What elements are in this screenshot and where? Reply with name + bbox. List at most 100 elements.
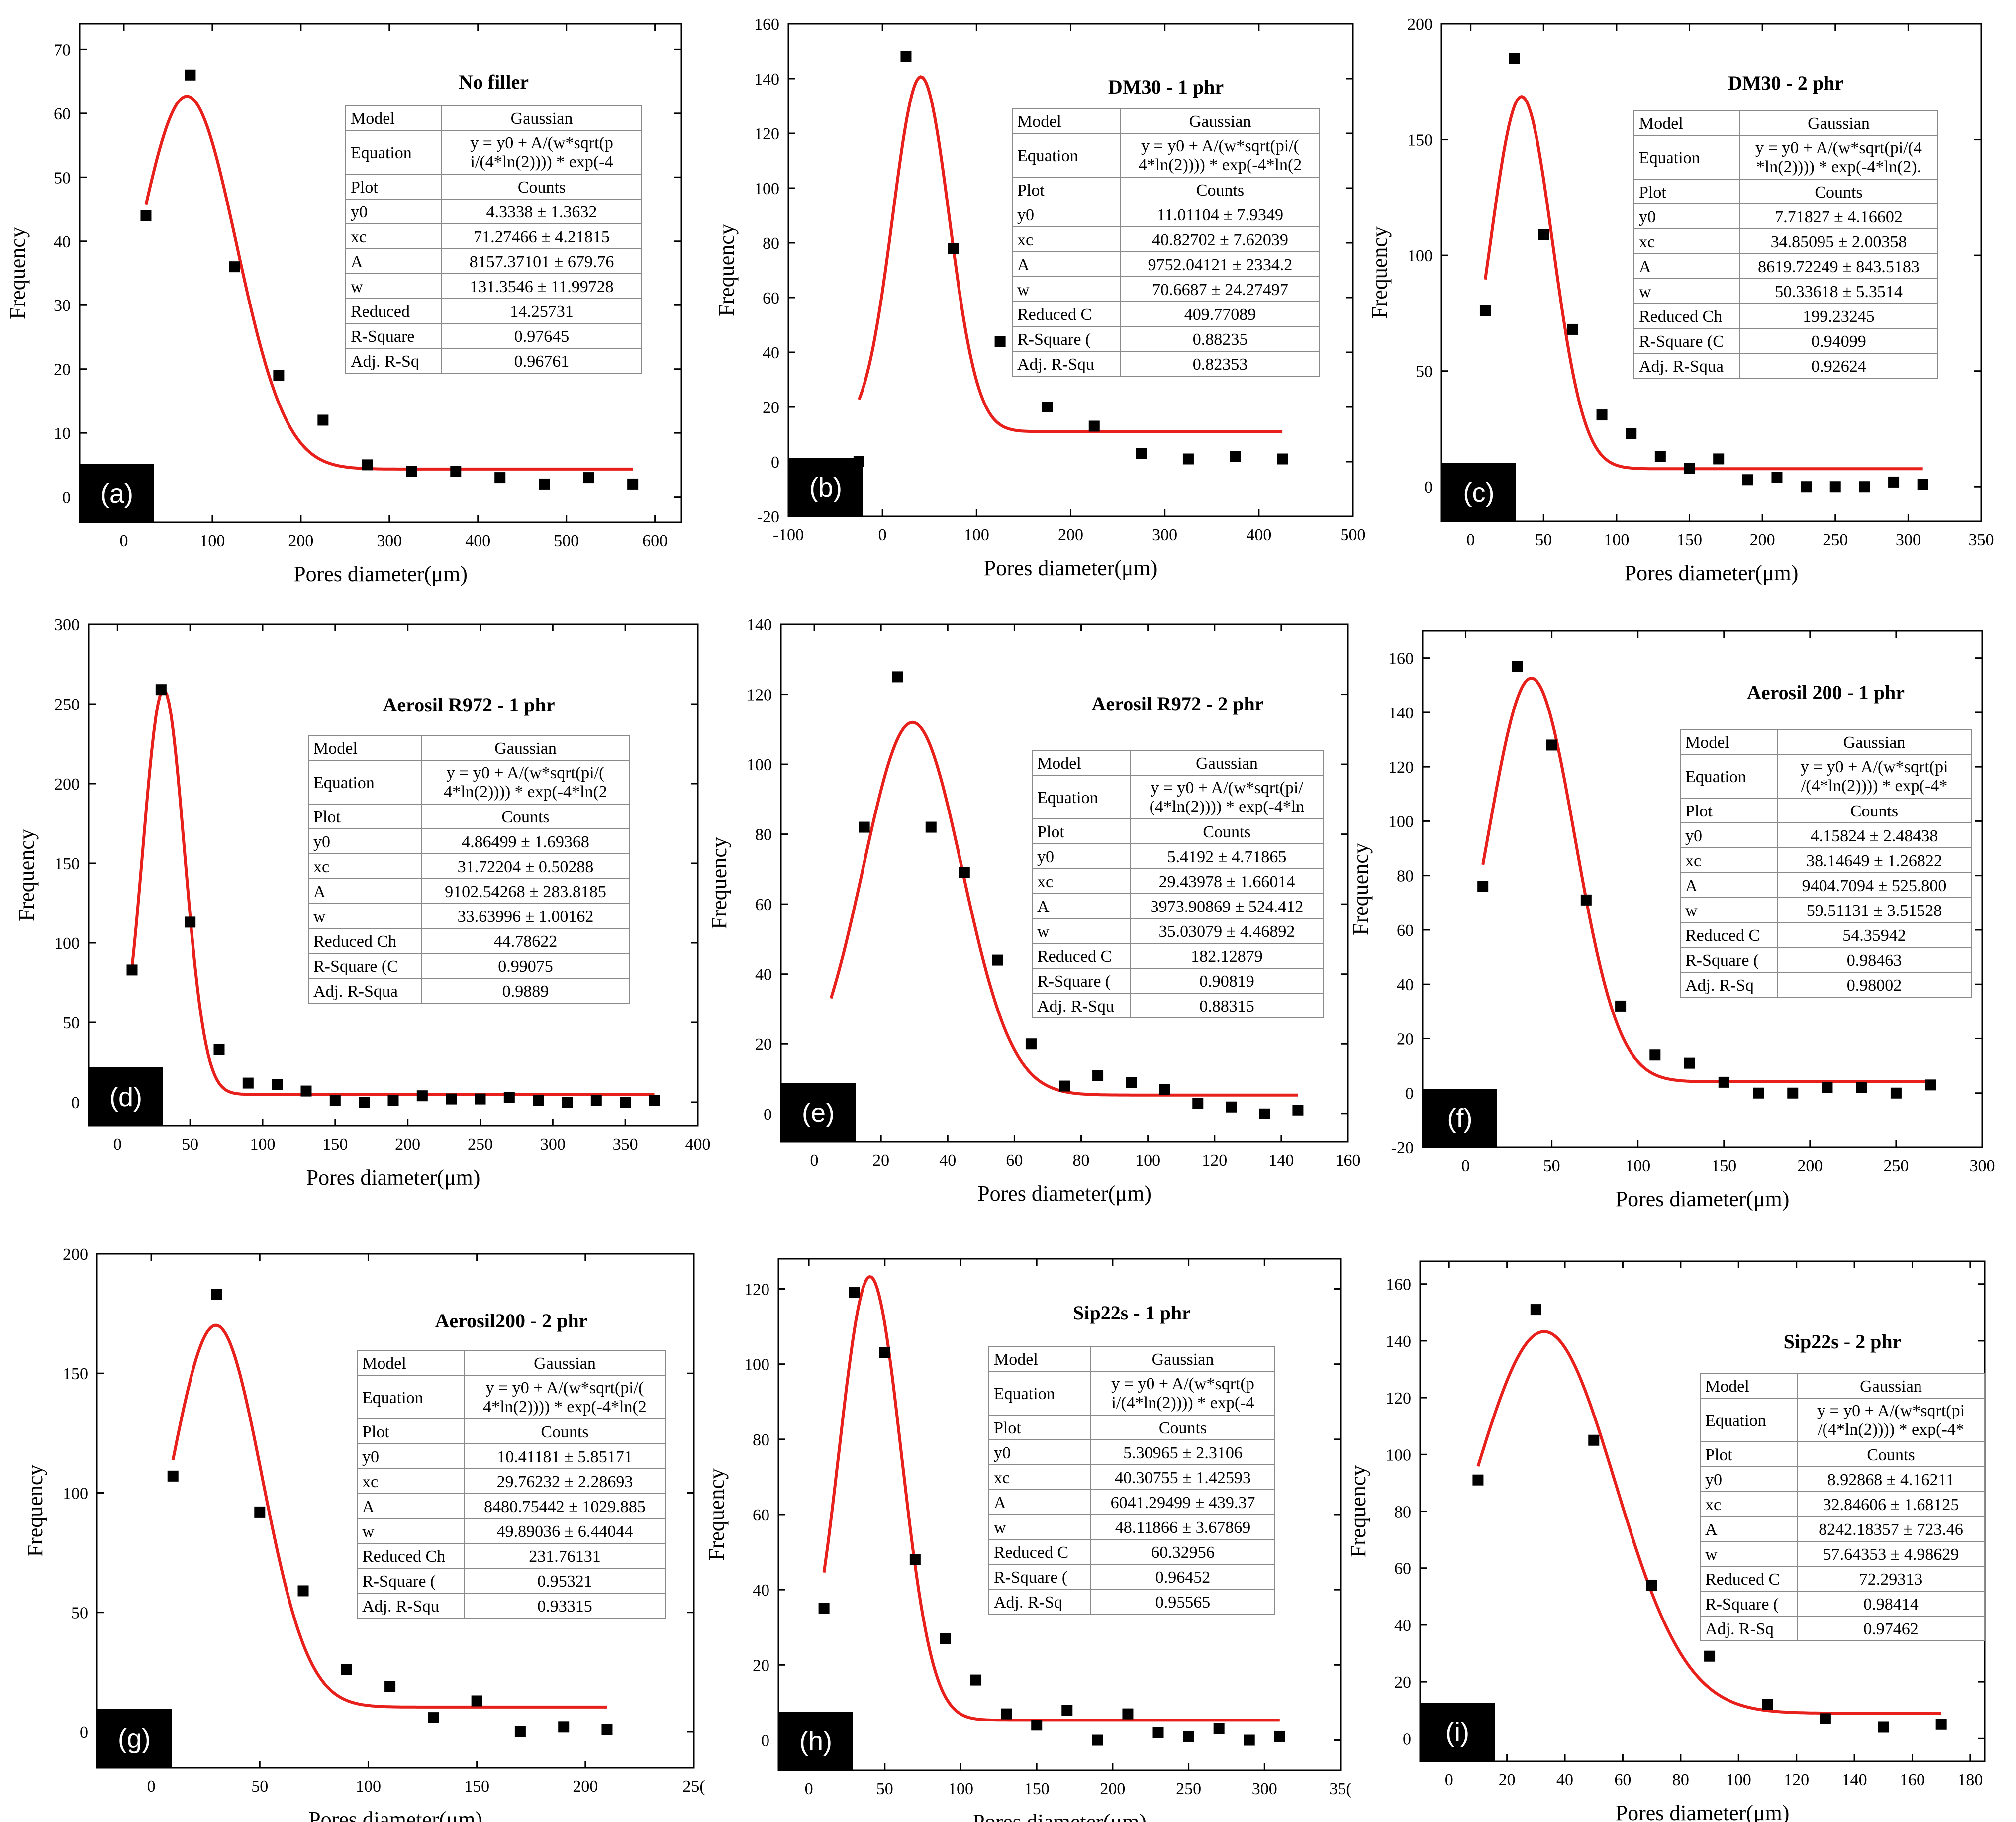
x-tick-label: 200 bbox=[573, 1777, 598, 1796]
stats-key: Adj. R-Squ bbox=[1037, 997, 1114, 1015]
stats-key: Model bbox=[1639, 114, 1683, 133]
panel-label-box bbox=[1441, 463, 1516, 521]
data-point bbox=[1182, 453, 1194, 465]
panel-label: (a) bbox=[100, 479, 133, 508]
stats-key: Plot bbox=[1685, 802, 1713, 820]
x-tick-label: 100 bbox=[1625, 1157, 1650, 1175]
fit-stats-table: Model Gaussian Equation y = y0 + A/(w*sqrt(… bbox=[1012, 108, 1320, 377]
data-point bbox=[1596, 409, 1608, 421]
data-point bbox=[818, 1603, 830, 1614]
panel-label: (f) bbox=[1447, 1104, 1473, 1133]
x-tick-label: 200 bbox=[288, 532, 313, 550]
data-point bbox=[1479, 305, 1491, 316]
stats-equation: y = y0 + A/(w*sqrt(pi/(4*ln(2)))) * exp(… bbox=[1800, 758, 1948, 795]
data-point bbox=[446, 1093, 457, 1105]
y-tick-label: 60 bbox=[753, 1506, 769, 1524]
stats-value: 48.11866 ± 3.67869 bbox=[1115, 1518, 1250, 1537]
x-axis-title: Pores diameter(μm) bbox=[984, 556, 1158, 580]
x-tick-label: 0 bbox=[1461, 1157, 1470, 1175]
x-tick-label: -100 bbox=[773, 526, 804, 544]
stats-table-frame bbox=[1700, 1373, 1985, 1641]
stats-key: y0 bbox=[994, 1444, 1011, 1462]
stats-equation-line: /(4*ln(2)))) * exp(-4* bbox=[1801, 777, 1948, 795]
x-axis-title: Pores diameter(μm) bbox=[977, 1181, 1152, 1206]
y-tick-label: 60 bbox=[1397, 921, 1414, 940]
data-point bbox=[583, 472, 594, 484]
data-point bbox=[1753, 1087, 1764, 1099]
chart-title: DM30 - 1 phr bbox=[1108, 76, 1224, 98]
stats-value: 409.77089 bbox=[1184, 305, 1256, 324]
y-tick-label: 20 bbox=[54, 361, 71, 379]
y-tick-label: 60 bbox=[54, 105, 71, 123]
data-point bbox=[1061, 1705, 1073, 1716]
stats-key: Model bbox=[1037, 754, 1081, 773]
stats-value: 182.12879 bbox=[1191, 947, 1263, 966]
y-tick-label: 160 bbox=[1388, 650, 1414, 668]
y-tick-label: 20 bbox=[1397, 1030, 1414, 1048]
plot-frame bbox=[88, 623, 699, 1127]
data-point bbox=[849, 1287, 860, 1299]
stats-value: 9102.54268 ± 283.8185 bbox=[445, 883, 606, 901]
data-point bbox=[562, 1097, 573, 1108]
data-point bbox=[1546, 739, 1557, 751]
stats-equation-line: y = y0 + A/(w*sqrt(pi/( bbox=[486, 1379, 644, 1397]
stats-value: 199.23245 bbox=[1803, 307, 1875, 326]
stats-key: R-Square (C bbox=[313, 957, 398, 976]
fit-stats-table: Model Gaussian Equation y = y0 + A/(w*sqrt(… bbox=[1032, 750, 1324, 1018]
y-tick-label: 80 bbox=[1397, 867, 1414, 886]
data-point bbox=[300, 1085, 312, 1097]
data-point bbox=[1472, 1474, 1484, 1486]
stats-value: 49.89036 ± 6.44044 bbox=[497, 1522, 633, 1541]
y-tick-label: -20 bbox=[1391, 1139, 1414, 1157]
data-point bbox=[1274, 1730, 1285, 1742]
stats-key: Model bbox=[1017, 112, 1061, 131]
stats-key: A bbox=[1017, 256, 1030, 274]
x-tick-label: 150 bbox=[464, 1777, 489, 1796]
plot-frame bbox=[1422, 630, 1983, 1148]
stats-equation-line: y = y0 + A/(w*sqrt(pi bbox=[1800, 758, 1948, 776]
y-axis-title: Frequency bbox=[714, 224, 739, 316]
chart-panel-6: 0 50 100 150 200 250 300 -20 0 20 40 60 80 100 120 140 1… bbox=[1348, 630, 1995, 1211]
stats-value: 0.98463 bbox=[1847, 951, 1902, 970]
data-point bbox=[1001, 1708, 1012, 1720]
data-point bbox=[1742, 474, 1753, 486]
stats-key: y0 bbox=[313, 833, 330, 851]
stats-value: 71.27466 ± 4.21815 bbox=[474, 228, 610, 246]
stats-key: R-Square ( bbox=[362, 1572, 436, 1591]
y-tick-label: 80 bbox=[753, 1431, 769, 1449]
gaussian-fit-curve bbox=[858, 75, 1283, 433]
x-tick-label: 0 bbox=[147, 1777, 156, 1796]
data-point bbox=[1213, 1723, 1225, 1734]
panel-label: (h) bbox=[799, 1726, 832, 1756]
y-tick-label: 300 bbox=[54, 616, 80, 634]
stats-table-frame bbox=[308, 735, 630, 1004]
stats-key: Equation bbox=[1017, 147, 1078, 165]
x-tick-label: 250 bbox=[468, 1135, 493, 1154]
stats-value: Counts bbox=[501, 808, 549, 826]
stats-value: Gaussian bbox=[1189, 112, 1251, 131]
x-tick-label: 0 bbox=[878, 526, 887, 544]
x-tick-label: 100 bbox=[948, 1780, 973, 1798]
y-tick-label: 0 bbox=[1403, 1730, 1411, 1748]
stats-key: R-Square ( bbox=[1017, 330, 1091, 349]
stats-key: Reduced C bbox=[1037, 947, 1112, 966]
x-tick-label: 0 bbox=[805, 1780, 813, 1798]
data-point bbox=[1059, 1080, 1070, 1092]
stats-table-frame bbox=[1032, 750, 1324, 1018]
x-tick-label: 350 bbox=[613, 1135, 638, 1154]
panel-label: (e) bbox=[802, 1098, 835, 1128]
stats-value: Gaussian bbox=[534, 1354, 596, 1373]
stats-value: 10.41181 ± 5.85171 bbox=[497, 1448, 632, 1466]
stats-value: 44.78622 bbox=[494, 932, 558, 951]
stats-key: Plot bbox=[1639, 183, 1666, 202]
stats-equation: y = y0 + A/(w*sqrt(pi/(4*ln(2)))) * exp(… bbox=[1150, 779, 1305, 816]
data-point bbox=[1126, 1077, 1137, 1088]
stats-value: 0.96452 bbox=[1155, 1568, 1211, 1587]
y-tick-label: 50 bbox=[54, 169, 71, 187]
data-point bbox=[416, 1090, 428, 1102]
x-tick-label: 140 bbox=[1268, 1151, 1294, 1170]
y-tick-label: 140 bbox=[747, 616, 772, 634]
data-point bbox=[329, 1095, 341, 1106]
x-axis-title: Pores diameter(μm) bbox=[972, 1810, 1147, 1822]
